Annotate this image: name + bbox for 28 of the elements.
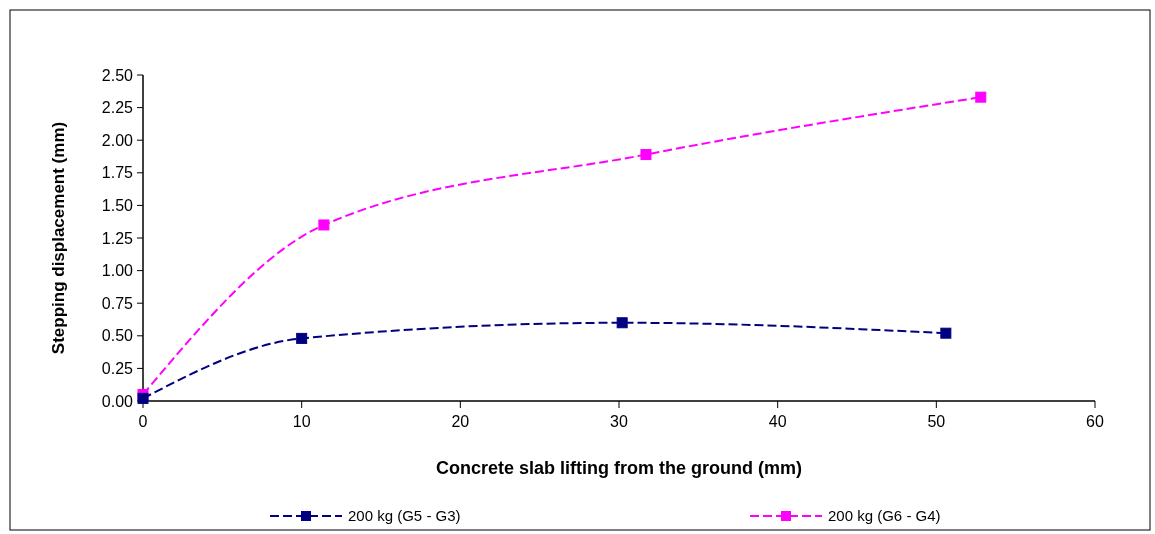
y-tick-label: 2.00 — [101, 131, 134, 149]
x-tick-label: 10 — [292, 413, 311, 430]
legend-label: 200 kg (G6 - G4) — [828, 507, 941, 525]
y-tick-label: 1.50 — [101, 197, 134, 214]
legend-label: 200 kg (G5 - G3) — [348, 507, 461, 525]
x-tick-label: 50 — [927, 413, 946, 430]
y-axis-title: Stepping displacement (mm) — [49, 121, 68, 355]
y-tick-label: 1.00 — [101, 262, 134, 280]
y-tick-label: 2.50 — [101, 66, 134, 84]
point — [616, 317, 628, 329]
y-tick-label: 2.25 — [101, 99, 134, 117]
x-tick-label: 30 — [610, 413, 628, 430]
y-tick-label: 0.50 — [101, 327, 134, 345]
point — [296, 332, 308, 344]
x-axis-title: Concrete slab lifting from the ground (mm) — [435, 458, 803, 478]
point — [640, 149, 652, 161]
y-tick-label: 1.75 — [101, 164, 134, 182]
x-tick-label: 40 — [768, 413, 787, 430]
point — [318, 219, 330, 231]
y-tick-label: 1.25 — [101, 229, 134, 247]
x-tick-label: 0 — [138, 413, 148, 430]
y-tick-label: 0.25 — [101, 360, 134, 377]
y-tick-label: 0.75 — [101, 294, 134, 312]
point — [940, 327, 952, 339]
point — [975, 91, 987, 103]
y-tick-label: 0.00 — [101, 392, 134, 410]
x-tick-label: 60 — [1086, 413, 1104, 430]
x-tick-label: 20 — [451, 413, 470, 430]
